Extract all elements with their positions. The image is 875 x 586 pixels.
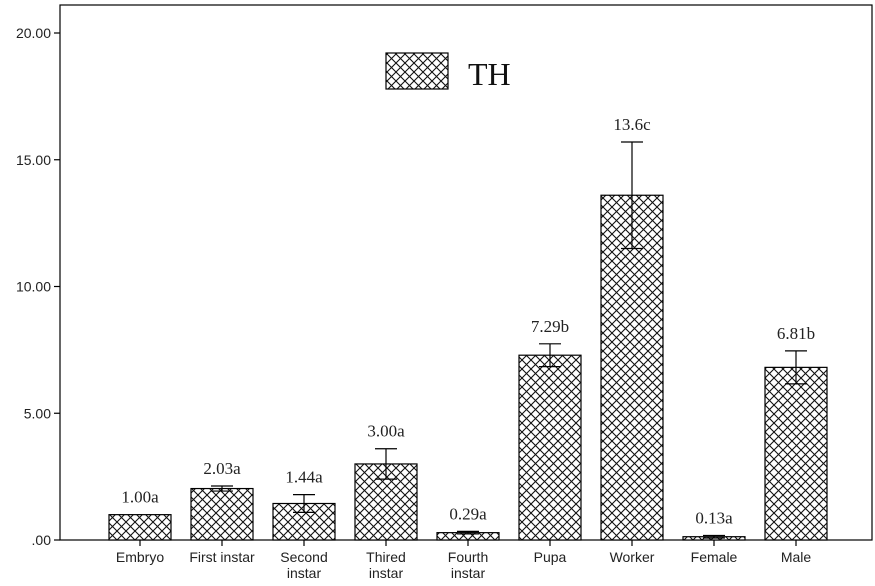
legend: TH (385, 52, 511, 92)
data-label: 0.29a (449, 504, 487, 523)
bar (518, 354, 582, 541)
x-tick-label: Embryo (116, 549, 164, 565)
y-tick-label: 5.00 (24, 405, 51, 421)
x-axis: Embryo First instar SecondinstarThiredinst… (116, 540, 811, 581)
data-label: 1.00a (121, 488, 159, 507)
x-tick-label: First instar (189, 549, 255, 565)
x-tick-label: Worker (610, 549, 655, 565)
data-label: 0.13a (695, 508, 733, 527)
x-tick-label: Second (280, 549, 327, 565)
plot-frame (59, 4, 873, 541)
legend-swatch (385, 52, 449, 90)
y-tick-label: .00 (32, 532, 52, 548)
x-tick-label: Female (691, 549, 738, 565)
data-label: 2.03a (203, 459, 241, 478)
x-tick-label: Thired (366, 549, 406, 565)
bar (600, 194, 664, 541)
bar (764, 366, 828, 541)
x-tick-label: Fourth (448, 549, 488, 565)
data-label: 1.44a (285, 468, 323, 487)
data-label: 6.81b (777, 324, 815, 343)
y-tick-label: 15.00 (16, 152, 51, 168)
bars-group: 1.00a 2.03a 1.44a 3.00a 0.29a 7.29b 13.6c 0.13a… (108, 115, 828, 541)
data-label: 7.29b (531, 317, 569, 336)
y-tick-label: 20.00 (16, 25, 51, 41)
x-tick-label: instar (451, 565, 486, 581)
y-axis: .00 5.00 10.00 15.00 20.00 (16, 25, 60, 548)
data-label: 3.00a (367, 422, 405, 441)
legend-label: TH (468, 56, 511, 92)
x-tick-label: Pupa (534, 549, 567, 565)
y-tick-label: 10.00 (16, 279, 51, 295)
x-tick-label: Male (781, 549, 812, 565)
x-tick-label: instar (287, 565, 322, 581)
bar (108, 514, 172, 541)
data-label: 13.6c (613, 115, 651, 134)
bar (190, 487, 254, 541)
x-tick-label: instar (369, 565, 404, 581)
